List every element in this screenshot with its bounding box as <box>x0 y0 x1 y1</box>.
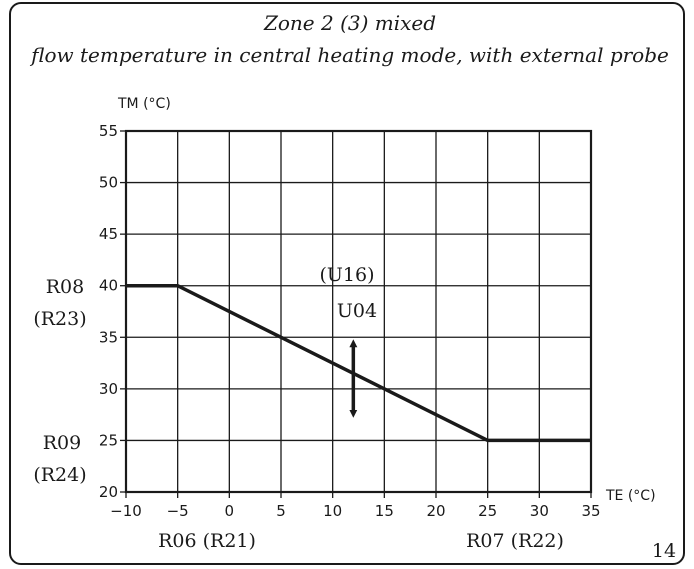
y-tick-label: 45 <box>99 225 118 243</box>
x-tick-label: 35 <box>581 502 600 520</box>
param-r06-r21: R06 (R21) <box>158 530 256 552</box>
series-layer <box>126 283 591 443</box>
x-tick-label: 10 <box>323 502 342 520</box>
series-line-heating-curve <box>126 283 591 443</box>
chart-title: Zone 2 (3) mixed <box>263 11 436 35</box>
x-tick-label: −5 <box>167 502 189 520</box>
x-tick-label: 5 <box>276 502 286 520</box>
plot-border <box>124 129 593 494</box>
x-tick-label: −10 <box>110 502 142 520</box>
x-tick-label: 20 <box>426 502 445 520</box>
param-r24: (R24) <box>33 464 86 486</box>
param-r08: R08 <box>46 276 84 298</box>
y-tick-label: 30 <box>99 380 118 398</box>
y-axis-label: TM (°C) <box>117 96 171 112</box>
shift-label-u04: U04 <box>337 300 377 322</box>
shift-label-u16: (U16) <box>319 264 374 286</box>
y-tick-label: 55 <box>99 122 118 140</box>
x-tick-label: 15 <box>375 502 394 520</box>
param-r09: R09 <box>43 432 81 454</box>
x-tick-label: 0 <box>225 502 235 520</box>
y-tick-label: 40 <box>99 277 118 295</box>
grid-layer <box>120 129 593 498</box>
y-tick-label: 50 <box>99 174 118 192</box>
param-r07-r22: R07 (R22) <box>466 530 564 552</box>
y-tick-label: 20 <box>99 483 118 501</box>
page-number: 14 <box>652 540 676 562</box>
x-tick-label: 25 <box>478 502 497 520</box>
tick-labels: −10 −5 0 5 10 15 20 25 30 35 20 25 30 35 40 45 50 55 <box>99 122 601 520</box>
param-r23: (R23) <box>33 308 86 330</box>
y-tick-label: 35 <box>99 328 118 346</box>
figure-frame <box>9 2 685 565</box>
x-tick-label: 30 <box>530 502 549 520</box>
x-axis-label: TE (°C) <box>605 488 656 504</box>
chart-subtitle: flow temperature in central heating mode… <box>29 43 669 67</box>
y-tick-label: 25 <box>99 431 118 449</box>
